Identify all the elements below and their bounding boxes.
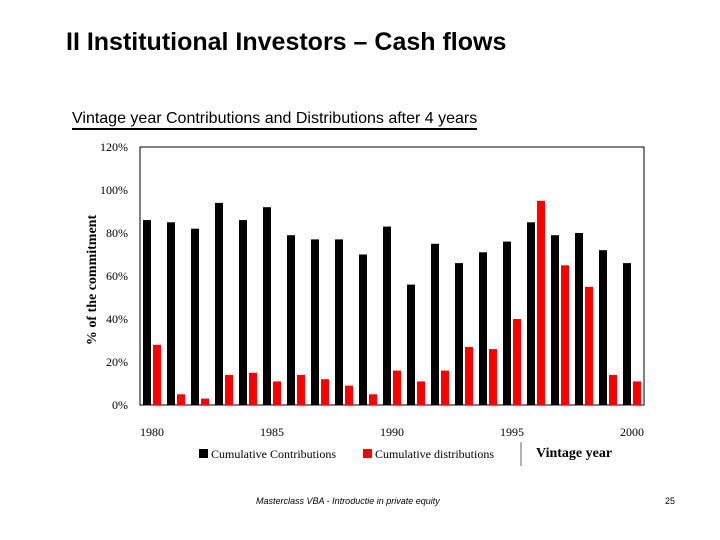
contribution-bar-1998 [575,233,583,405]
contribution-bar-1983 [215,202,223,405]
contribution-bar-1995 [503,241,511,405]
contribution-bar-1985 [263,207,271,405]
slide-title: II Institutional Investors – Cash flows [66,28,507,56]
distribution-bar-1986 [297,374,305,405]
footer-text: Masterclass VBA - Introductie in private… [256,496,440,506]
distribution-bar-1985 [273,381,281,405]
contribution-bar-1996 [527,222,535,406]
legend-label-distributions: Cumulative distributions [375,447,494,461]
y-tick-label: 0% [112,398,128,412]
contribution-bar-1992 [431,243,439,406]
distribution-bar-1998 [585,286,593,406]
contribution-bar-1990 [383,226,391,405]
distribution-bar-1990 [393,370,401,405]
y-tick-label: 40% [106,312,128,326]
distribution-bar-1997 [561,265,569,406]
legend-swatch-contributions [199,449,208,458]
contribution-bar-1986 [287,235,295,405]
x-tick-label: 2000 [620,425,644,439]
distribution-bar-1987 [321,379,329,405]
contribution-bar-1994 [479,252,487,405]
distribution-bar-1981 [177,394,185,406]
y-tick-label: 60% [106,269,128,283]
distribution-bar-1980 [153,344,161,405]
x-ticks-group: 1980 1985 1990 1995 2000 [140,425,644,439]
contribution-bar-1988 [335,239,343,405]
contribution-bar-1984 [239,220,247,405]
legend-swatch-distributions [363,449,372,458]
distribution-bar-1991 [417,381,425,405]
x-tick-label: 1985 [260,425,284,439]
y-tick-label: 120% [100,140,128,154]
contribution-bar-1991 [407,284,415,405]
y-tick-label: 100% [100,183,128,197]
distribution-bar-1984 [249,372,257,406]
legend-label-contributions: Cumulative Contributions [211,447,336,461]
distribution-bar-2000 [633,381,641,405]
x-tick-label: 1990 [380,425,404,439]
slide-subtitle: Vintage year Contributions and Distribut… [72,110,478,130]
y-ticks-group: 0% 20% 40% 60% 80% 100% 120% [100,140,128,412]
y-axis-label: % of the commitment [85,215,100,346]
contribution-bar-1997 [551,235,559,405]
contribution-bar-1987 [311,239,319,405]
distribution-bar-1992 [441,370,449,405]
x-tick-label: 1995 [500,425,524,439]
distribution-bar-1994 [489,349,497,405]
bars-group [143,200,641,406]
contribution-bar-1982 [191,228,199,405]
distribution-bar-1996 [537,200,545,406]
distribution-bar-1983 [225,374,233,405]
contribution-bar-2000 [623,263,631,405]
contribution-bar-1981 [167,222,175,406]
distribution-bar-1999 [609,374,617,405]
contribution-bar-1999 [599,250,607,405]
page-number: 25 [665,496,676,506]
contribution-bar-1989 [359,254,367,405]
contribution-bar-1980 [143,220,151,405]
y-tick-label: 80% [106,226,128,240]
plot-frame [139,146,645,406]
distribution-bar-1989 [369,394,377,406]
distribution-bar-1995 [513,319,521,405]
distribution-bar-1988 [345,385,353,405]
y-tick-label: 20% [106,355,128,369]
contribution-bar-1993 [455,263,463,405]
x-tick-label: 1980 [140,425,164,439]
distribution-bar-1982 [201,398,209,405]
distribution-bar-1993 [465,346,473,405]
x-axis-label: Vintage year [536,446,612,461]
